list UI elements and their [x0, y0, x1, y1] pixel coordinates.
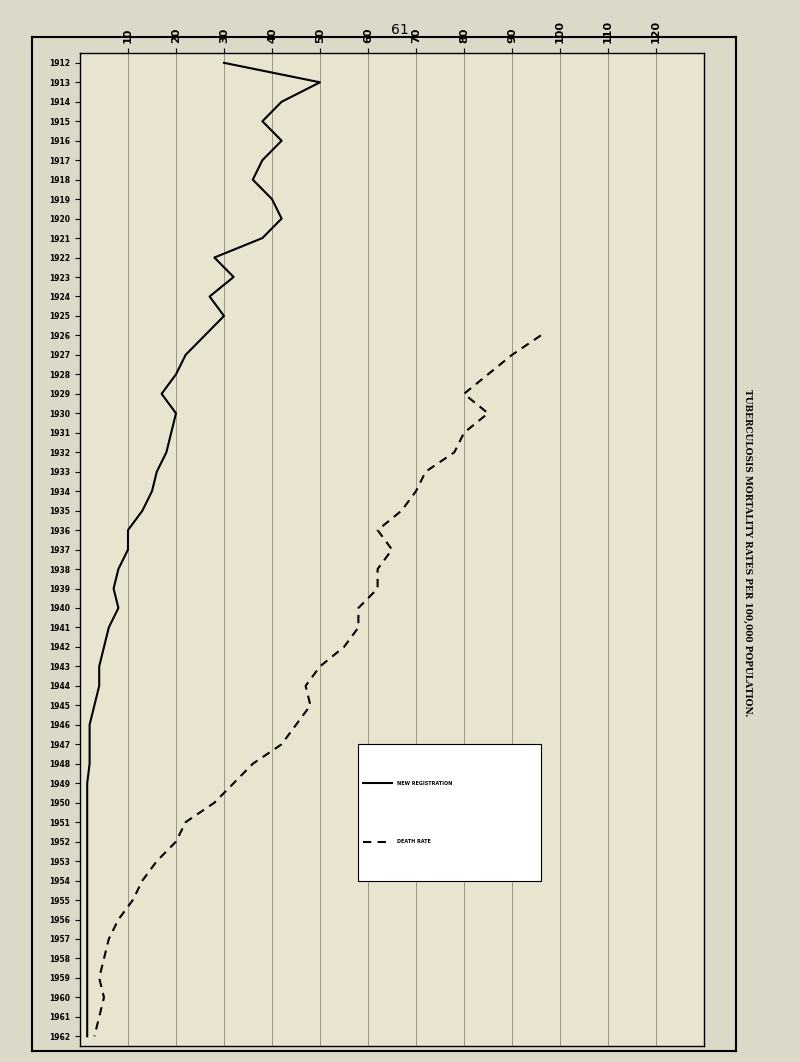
Text: DEATH RATE: DEATH RATE: [397, 839, 430, 844]
Text: TUBERCULOSIS MORTALITY RATES PER 100,000 POPULATION.: TUBERCULOSIS MORTALITY RATES PER 100,000…: [743, 389, 753, 716]
Text: NEW REGISTRATION: NEW REGISTRATION: [397, 781, 452, 786]
Bar: [358, 744, 541, 880]
Text: 61: 61: [391, 23, 409, 37]
